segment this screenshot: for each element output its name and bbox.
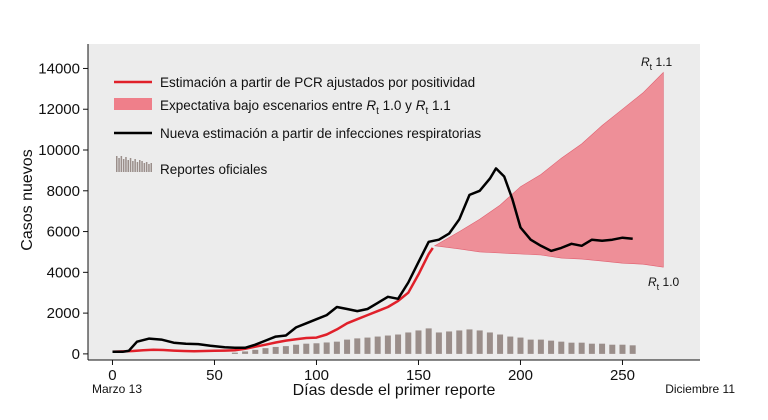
- legend-bar-4: [125, 157, 127, 172]
- bar-75: [262, 348, 269, 354]
- bar-100: [313, 343, 320, 354]
- bar-215: [548, 340, 555, 354]
- legend-bars-label: Reportes oficiales: [160, 162, 268, 177]
- legend-bar-11: [141, 161, 143, 172]
- bar-200: [517, 337, 524, 354]
- bar-175: [466, 329, 473, 354]
- x-tick-label-0: 0: [108, 367, 116, 384]
- legend-bar-3: [122, 159, 125, 172]
- bar-140: [395, 334, 402, 354]
- expectation-band: [433, 71, 664, 268]
- bar-230: [578, 342, 585, 354]
- legend-bars-swatch: [116, 156, 152, 172]
- bar-145: [405, 332, 412, 354]
- bar-135: [384, 335, 391, 354]
- end-date-label: Diciembre 11: [665, 382, 735, 396]
- x-tick-label-50: 50: [206, 367, 223, 384]
- legend-bar-13: [145, 162, 148, 172]
- bar-210: [537, 339, 544, 354]
- y-axis-title: Casos nuevos: [19, 149, 36, 250]
- y-tick-label-2000: 2000: [47, 305, 80, 322]
- band-lower-label: Rt 1.0: [648, 275, 680, 292]
- bar-120: [354, 338, 361, 354]
- y-tick-label-14000: 14000: [38, 60, 80, 77]
- legend-bar-5: [127, 160, 129, 172]
- y-tick-label-12000: 12000: [38, 101, 80, 118]
- y-tick-label-10000: 10000: [38, 142, 80, 159]
- bar-65: [242, 351, 249, 354]
- legend-bar-9: [136, 162, 139, 172]
- pcr-estimate-line: [112, 247, 434, 354]
- bar-185: [486, 332, 493, 354]
- legend-bar-0: [116, 156, 118, 172]
- bar-160: [435, 332, 442, 354]
- bar-115: [344, 339, 351, 354]
- bar-205: [527, 339, 534, 354]
- y-tick-label-6000: 6000: [47, 224, 80, 241]
- legend-black-line-label: Nueva estimación a partir de infecciones…: [160, 126, 481, 141]
- bar-70: [252, 349, 259, 354]
- x-axis-title: Días desde el primer reporte: [293, 382, 496, 399]
- bar-240: [599, 343, 606, 354]
- bar-110: [333, 341, 340, 354]
- bar-195: [507, 336, 514, 354]
- legend-bar-12: [143, 163, 146, 172]
- bar-60: [231, 352, 238, 354]
- legend-bar-15: [150, 163, 152, 172]
- legend-band-swatch: [114, 98, 152, 110]
- bar-170: [456, 330, 463, 354]
- band-upper-label: Rt 1.1: [641, 55, 673, 72]
- legend: Estimación a partir de PCR ajustados por…: [114, 75, 481, 177]
- bar-85: [282, 346, 289, 354]
- bar-80: [272, 346, 279, 354]
- legend-bar-10: [139, 160, 141, 172]
- official-reports-bars: [231, 328, 636, 354]
- y-tick-label-8000: 8000: [47, 183, 80, 200]
- bar-125: [364, 337, 371, 354]
- legend-red-line-label: Estimación a partir de PCR ajustados por…: [160, 75, 475, 90]
- bar-190: [497, 334, 504, 354]
- legend-bar-6: [129, 158, 132, 172]
- bar-235: [588, 343, 595, 354]
- legend-bar-1: [118, 158, 120, 172]
- legend-band-label: Expectativa bajo escenarios entre Rt 1.0…: [160, 98, 451, 117]
- axes-layer: 0 2000 4000 6000 8000 10000 12000 14000 0 50 100 15…: [38, 44, 700, 384]
- x-tick-label-200: 200: [508, 367, 533, 384]
- bar-95: [303, 343, 310, 354]
- bar-255: [629, 345, 636, 354]
- expectation-band-layer: [433, 71, 664, 268]
- x-tick-label-100: 100: [304, 367, 329, 384]
- series-lines-layer: [112, 167, 633, 354]
- bar-220: [558, 341, 565, 354]
- bar-165: [446, 331, 453, 354]
- legend-bar-8: [134, 159, 136, 172]
- bar-155: [425, 328, 432, 354]
- legend-bar-14: [148, 164, 150, 172]
- y-tick-label-4000: 4000: [47, 264, 80, 281]
- start-date-label: Marzo 13: [92, 382, 142, 396]
- y-tick-label-0: 0: [72, 346, 80, 363]
- bar-180: [476, 330, 483, 354]
- legend-bar-7: [132, 161, 134, 172]
- bar-105: [323, 342, 330, 354]
- bar-250: [619, 344, 626, 354]
- bar-225: [568, 342, 575, 354]
- bar-245: [609, 344, 616, 354]
- respiratory-estimate-line: [112, 167, 633, 354]
- legend-bar-2: [120, 156, 123, 172]
- bar-90: [293, 344, 300, 354]
- bar-130: [374, 336, 381, 354]
- bar-150: [415, 330, 422, 354]
- x-tick-label-150: 150: [406, 367, 431, 384]
- x-tick-label-250: 250: [610, 367, 635, 384]
